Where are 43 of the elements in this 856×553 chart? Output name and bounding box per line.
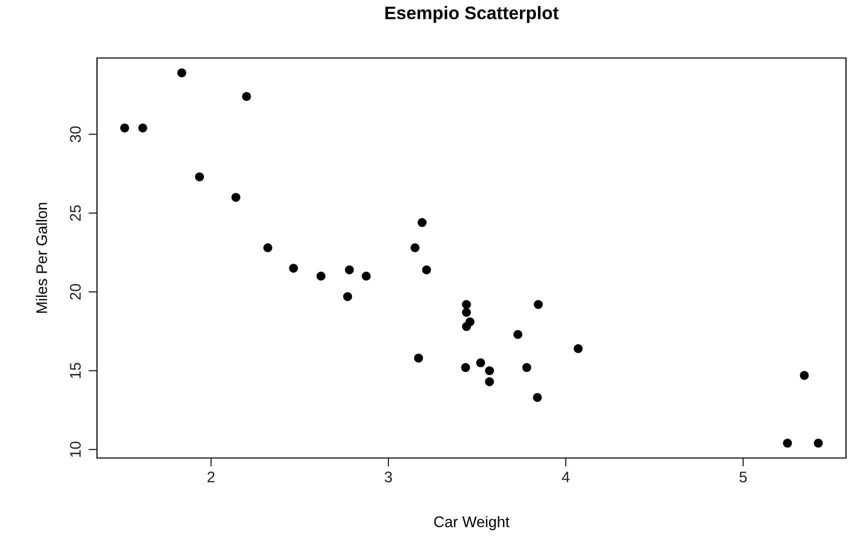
point bbox=[461, 363, 470, 372]
y-tick-label: 15 bbox=[70, 362, 81, 378]
point bbox=[522, 363, 532, 372]
y-axis-title: Miles Per Gallon bbox=[36, 202, 48, 313]
point bbox=[138, 123, 148, 132]
point bbox=[462, 322, 471, 332]
point bbox=[532, 392, 542, 402]
point bbox=[513, 330, 522, 339]
point bbox=[410, 243, 420, 252]
y-tick-label: 10 bbox=[70, 442, 81, 457]
point bbox=[362, 272, 371, 281]
point bbox=[485, 377, 494, 386]
x-tick-label: 3 bbox=[384, 472, 392, 482]
x-axis-title: Car Weight bbox=[434, 516, 510, 530]
point bbox=[422, 265, 432, 274]
y-tick-label: 30 bbox=[70, 126, 81, 142]
point bbox=[782, 438, 792, 448]
point bbox=[814, 438, 823, 448]
point bbox=[195, 172, 204, 182]
point bbox=[177, 68, 186, 78]
point bbox=[316, 272, 326, 281]
point bbox=[414, 354, 424, 363]
point bbox=[344, 265, 354, 274]
point bbox=[289, 264, 298, 273]
y-tick-label: 20 bbox=[70, 284, 81, 300]
point bbox=[242, 92, 252, 101]
chart-title: Esempio Scatterplot bbox=[385, 6, 559, 23]
point bbox=[534, 300, 543, 309]
point bbox=[462, 300, 471, 309]
point bbox=[476, 358, 486, 368]
point bbox=[231, 192, 240, 202]
point bbox=[485, 366, 494, 376]
x-tick-label: 2 bbox=[208, 472, 215, 482]
x-tick-label: 4 bbox=[562, 472, 570, 482]
x-tick-label: 5 bbox=[739, 472, 747, 482]
point bbox=[120, 123, 130, 132]
point bbox=[462, 308, 471, 317]
point bbox=[800, 370, 809, 380]
y-tick-label: 25 bbox=[70, 205, 81, 221]
point bbox=[574, 344, 583, 354]
point bbox=[418, 218, 427, 228]
point bbox=[343, 292, 352, 302]
point bbox=[263, 243, 272, 252]
